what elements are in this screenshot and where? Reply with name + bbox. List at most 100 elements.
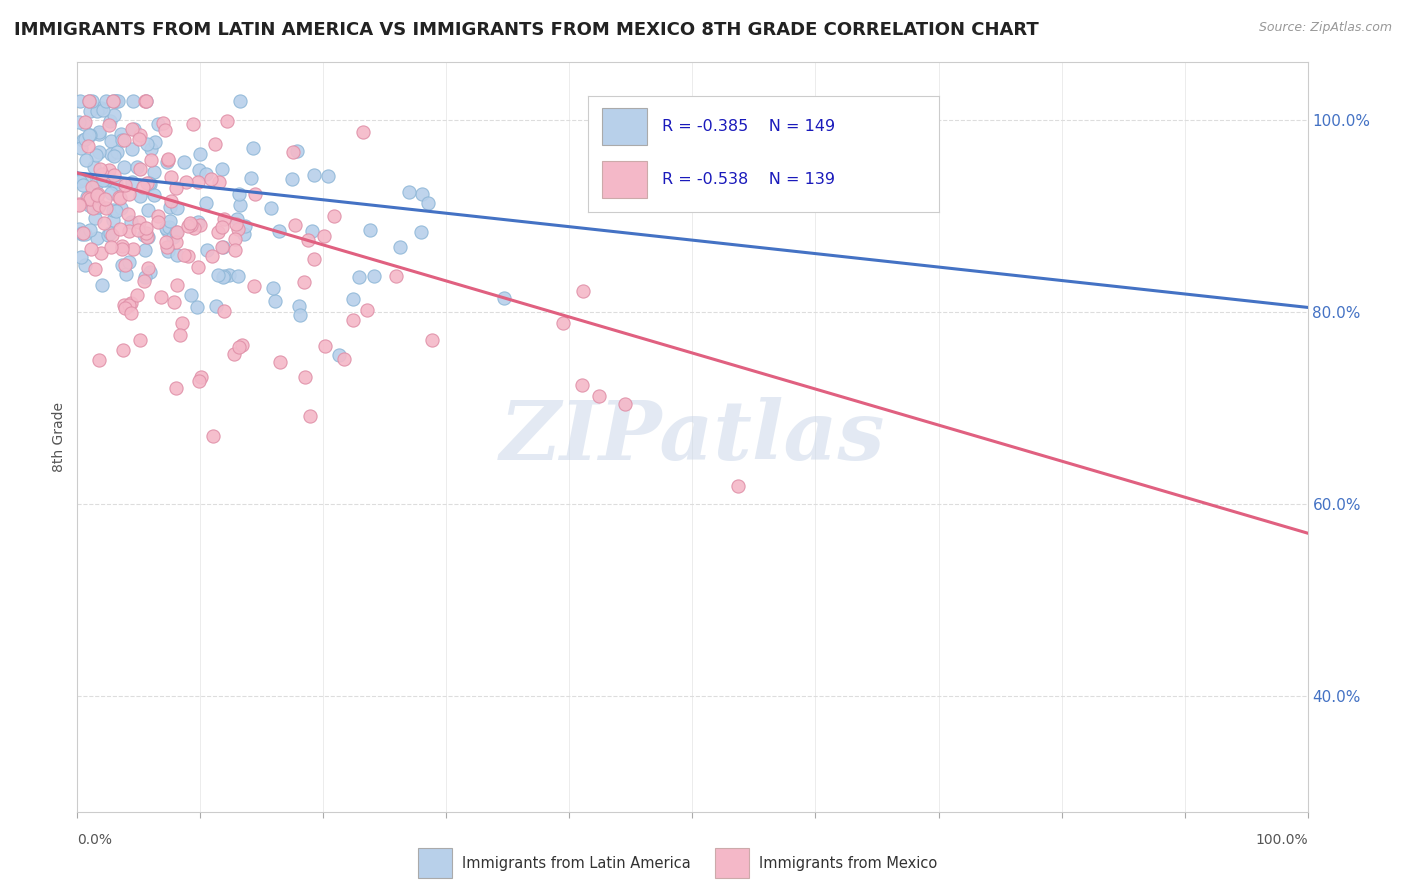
Point	[76, 138, 98, 153]
Point	[98, 226, 121, 240]
Point	[727, 479, 749, 493]
Point	[132, 274, 155, 288]
Point	[91, 277, 114, 292]
Point	[70, 227, 93, 241]
Point	[90, 245, 112, 260]
Point	[201, 249, 224, 263]
Point	[127, 223, 149, 237]
Text: IMMIGRANTS FROM LATIN AMERICA VS IMMIGRANTS FROM MEXICO 8TH GRADE CORRELATION CH: IMMIGRANTS FROM LATIN AMERICA VS IMMIGRA…	[14, 21, 1039, 38]
Point	[108, 191, 131, 205]
Point	[73, 258, 96, 272]
Point	[98, 118, 121, 132]
Point	[73, 171, 96, 186]
Point	[332, 352, 354, 367]
Point	[242, 141, 264, 155]
Y-axis label: 8th Grade: 8th Grade	[52, 402, 66, 472]
Point	[135, 94, 157, 108]
Point	[159, 194, 181, 208]
Point	[134, 94, 156, 108]
Point	[409, 225, 432, 239]
Point	[138, 264, 160, 278]
Point	[194, 167, 217, 181]
Point	[138, 176, 160, 190]
Point	[208, 175, 231, 189]
Point	[111, 132, 134, 146]
Point	[86, 176, 108, 190]
Point	[155, 221, 177, 235]
Point	[231, 338, 253, 352]
Point	[229, 198, 252, 212]
Point	[159, 169, 181, 184]
Point	[212, 269, 235, 284]
Point	[571, 377, 593, 392]
Point	[142, 188, 165, 202]
Point	[110, 127, 132, 141]
Point	[83, 180, 105, 194]
Point	[128, 128, 150, 142]
Point	[122, 94, 145, 108]
Point	[156, 244, 179, 258]
Point	[70, 250, 93, 264]
Point	[84, 148, 107, 162]
Point	[188, 219, 211, 233]
Point	[132, 179, 155, 194]
Point	[264, 294, 287, 309]
Point	[77, 191, 100, 205]
Point	[186, 300, 208, 314]
Point	[112, 343, 135, 357]
Point	[398, 185, 420, 199]
Point	[281, 145, 304, 160]
Point	[165, 235, 187, 249]
Point	[128, 161, 150, 176]
Point	[262, 281, 284, 295]
Point	[103, 149, 125, 163]
Point	[136, 136, 159, 151]
Point	[302, 168, 325, 182]
Point	[134, 227, 156, 242]
Point	[224, 243, 246, 257]
Point	[143, 136, 166, 150]
Point	[211, 240, 233, 254]
Point	[100, 134, 122, 148]
Point	[205, 299, 228, 313]
Point	[269, 224, 291, 238]
Point	[111, 258, 134, 272]
Point	[72, 226, 94, 240]
Point	[224, 232, 246, 246]
Point	[297, 233, 319, 247]
Point	[211, 161, 233, 176]
Point	[75, 227, 97, 241]
Point	[101, 94, 124, 108]
Point	[165, 226, 187, 240]
Point	[288, 300, 311, 314]
Point	[83, 262, 105, 277]
Point	[156, 152, 179, 166]
Point	[411, 187, 433, 202]
Point	[226, 269, 249, 284]
Point	[72, 178, 94, 192]
Point	[86, 200, 108, 214]
Point	[156, 154, 179, 169]
Point	[269, 354, 291, 368]
Point	[114, 259, 136, 273]
Point	[187, 260, 209, 274]
Point	[79, 223, 101, 237]
Text: ZIPatlas: ZIPatlas	[499, 397, 886, 477]
Point	[129, 189, 152, 203]
Point	[195, 196, 218, 211]
Point	[128, 215, 150, 229]
Point	[139, 153, 162, 167]
Point	[67, 222, 90, 236]
FancyBboxPatch shape	[716, 848, 749, 879]
Point	[87, 186, 110, 201]
Point	[83, 211, 105, 225]
Point	[98, 162, 121, 177]
Point	[165, 181, 187, 195]
Point	[112, 133, 135, 147]
Point	[166, 278, 188, 293]
Point	[229, 94, 252, 108]
Point	[100, 240, 122, 254]
Point	[134, 269, 156, 284]
Point	[136, 230, 159, 244]
Point	[363, 269, 385, 284]
